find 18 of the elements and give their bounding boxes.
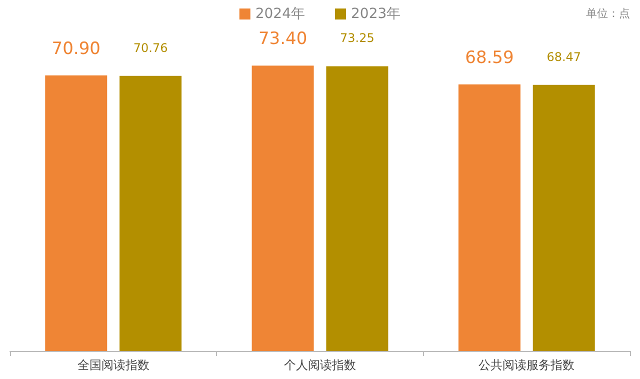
data-label: 68.59 — [465, 48, 514, 68]
text: 单位：点 — [586, 7, 630, 20]
x-tick-label: 公共阅读服务指数 — [478, 358, 575, 372]
data-label: 73.40 — [258, 29, 308, 50]
bar — [326, 66, 388, 351]
legend-label: 2024年 — [255, 6, 306, 22]
bar — [532, 84, 595, 351]
x-tick-label: 个人阅读指数 — [284, 358, 356, 372]
x-tick-label: 全国阅读指数 — [77, 358, 150, 372]
legend-label: 2023年 — [351, 6, 401, 22]
bar — [458, 84, 520, 351]
data-label: 68.47 — [546, 50, 582, 64]
data-label: 70.90 — [52, 38, 100, 59]
bar — [120, 76, 182, 351]
bar — [45, 75, 108, 351]
bar — [252, 66, 314, 351]
data-label: 73.25 — [340, 31, 374, 46]
data-label: 70.76 — [133, 40, 168, 55]
